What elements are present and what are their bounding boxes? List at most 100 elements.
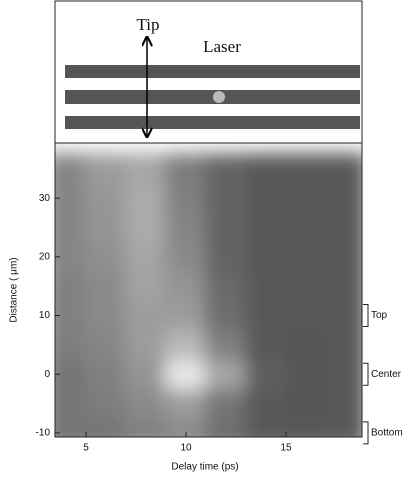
heat-cell (125, 329, 167, 361)
heat-cell (285, 241, 327, 273)
heat-cell (165, 270, 207, 302)
heat-cell (55, 387, 87, 420)
heat-cell (325, 387, 362, 420)
heat-cell (285, 299, 327, 332)
heat-cell (165, 182, 207, 214)
heat-cell (85, 270, 127, 302)
heat-cell (205, 270, 247, 302)
heat-cell (165, 299, 207, 332)
heat-cell (55, 182, 87, 214)
heat-cell (325, 241, 362, 273)
heat-cell (85, 299, 127, 332)
heat-cell (85, 211, 127, 244)
y-axis-title: Distance ( μm) (9, 257, 20, 322)
heat-cell (205, 241, 247, 273)
heat-cell (325, 270, 362, 302)
heat-cell (245, 182, 287, 214)
x-tick-label: 5 (83, 443, 89, 454)
heat-cell (205, 153, 247, 185)
heat-cell (245, 211, 287, 244)
heat-cell (285, 358, 327, 390)
y-tick-label: 20 (39, 251, 51, 262)
heat-cell (85, 182, 127, 214)
heat-cell (205, 358, 247, 390)
heat-cell (85, 241, 127, 273)
heat-cell (205, 387, 247, 420)
waveguide (65, 65, 360, 78)
heat-cell (85, 153, 127, 185)
heat-cell (55, 329, 87, 361)
heat-cell (325, 329, 362, 361)
x-tick-label: 15 (280, 443, 292, 454)
heat-cell (165, 329, 207, 361)
tip-label: Tip (136, 15, 159, 34)
heat-cell (245, 153, 287, 185)
heat-cell (125, 241, 167, 273)
heat-cell (125, 270, 167, 302)
annotation: Top (371, 310, 388, 321)
heat-cell (85, 329, 127, 361)
x-tick-label: 10 (180, 443, 192, 454)
heat-cell (245, 329, 287, 361)
heat-cell (165, 417, 207, 437)
bracket (363, 421, 369, 445)
heat-cell (205, 182, 247, 214)
heat-cell (55, 299, 87, 332)
heat-cell (205, 299, 247, 332)
y-tick-label: 30 (39, 193, 51, 204)
heat-cell (55, 417, 87, 437)
waveguide (65, 116, 360, 129)
heat-cell (85, 387, 127, 420)
heat-cell (325, 211, 362, 244)
heat-cell (55, 358, 87, 390)
heat-cell (245, 358, 287, 390)
heat-cell (325, 153, 362, 185)
heat-cell (285, 387, 327, 420)
heat-cell (165, 358, 207, 390)
heat-cell (285, 270, 327, 302)
heat-cell (165, 241, 207, 273)
heat-cell (125, 153, 167, 185)
heat-cell (125, 299, 167, 332)
y-tick-label: -10 (36, 428, 51, 439)
y-tick-label: 10 (39, 310, 51, 321)
heat-cell (165, 153, 207, 185)
bracket (363, 362, 369, 386)
heat-cell (205, 329, 247, 361)
heat-cell (245, 241, 287, 273)
heat-cell (125, 182, 167, 214)
heat-cell (125, 387, 167, 420)
heat-cell (285, 211, 327, 244)
heat-cell (325, 299, 362, 332)
heat-cell (325, 417, 362, 437)
heat-cell (55, 153, 87, 185)
heat-cell (245, 387, 287, 420)
heat-cell (325, 182, 362, 214)
heat-cell (125, 417, 167, 437)
heat-cell (125, 358, 167, 390)
inset: Tip Laser (54, 0, 363, 144)
heat-cell (285, 417, 327, 437)
annotation: Bottom (371, 428, 403, 439)
heat-cell (205, 211, 247, 244)
heat-cell (285, 329, 327, 361)
heat-cell (55, 211, 87, 244)
heat-cell (165, 387, 207, 420)
heat-cell (285, 153, 327, 185)
heat-cell (285, 182, 327, 214)
y-tick-label: 0 (44, 369, 50, 380)
heatmap (55, 153, 362, 437)
bracket (363, 304, 369, 328)
laser-label: Laser (203, 37, 241, 56)
heat-cell (85, 358, 127, 390)
waveguide (65, 90, 360, 104)
heat-cell (245, 299, 287, 332)
annotation: Center (371, 369, 402, 380)
heat-cell (55, 270, 87, 302)
heat-cell (205, 417, 247, 437)
heat-cell (165, 211, 207, 244)
heat-cell (325, 358, 362, 390)
x-axis-title: Delay time (ps) (171, 462, 238, 473)
laser-spot (213, 91, 225, 103)
